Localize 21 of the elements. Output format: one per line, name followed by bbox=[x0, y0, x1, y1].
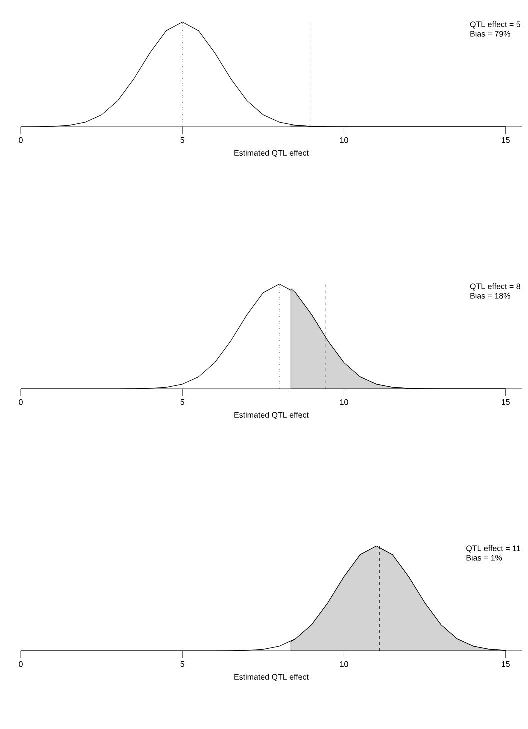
x-tick-label: 10 bbox=[340, 662, 348, 668]
x-axis-title: Estimated QTL effect bbox=[234, 674, 309, 682]
annotation: Bias = 79% bbox=[470, 30, 510, 37]
x-tick-label: 10 bbox=[340, 400, 348, 406]
annotation: Bias = 1% bbox=[466, 554, 502, 561]
x-tick-label: 15 bbox=[502, 138, 510, 144]
x-tick-label: 10 bbox=[340, 138, 348, 144]
x-axis-title: Estimated QTL effect bbox=[234, 150, 309, 158]
x-tick-label: 15 bbox=[502, 400, 510, 406]
annotation: Bias = 18% bbox=[470, 292, 510, 299]
annotation: QTL effect = 11 bbox=[466, 546, 520, 553]
x-tick-label: 5 bbox=[180, 400, 184, 406]
annotation: QTL effect = 8 bbox=[470, 284, 520, 291]
x-tick-label: 0 bbox=[19, 138, 23, 144]
x-tick-label: 5 bbox=[180, 138, 184, 144]
x-tick-label: 0 bbox=[19, 662, 23, 668]
annotation: QTL effect = 5 bbox=[470, 22, 520, 29]
x-tick-label: 15 bbox=[502, 662, 510, 668]
x-tick-label: 5 bbox=[180, 662, 184, 668]
x-axis-title: Estimated QTL effect bbox=[234, 412, 309, 420]
x-tick-label: 0 bbox=[19, 400, 23, 406]
